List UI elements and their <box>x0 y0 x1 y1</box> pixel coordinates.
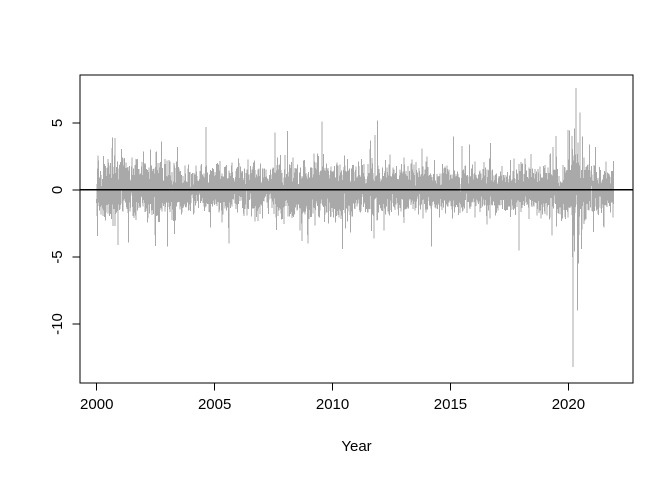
x-axis-ticks: 2000 2005 2010 2015 2020 <box>80 383 585 413</box>
series-path <box>96 88 615 367</box>
x-axis-title: Year <box>341 438 371 455</box>
x-tick-label: 2010 <box>316 396 349 413</box>
plot-box <box>79 74 634 384</box>
x-tick-label: 2005 <box>198 396 231 413</box>
y-tick-label: -10 <box>49 313 66 335</box>
y-tick-label: 0 <box>49 186 66 194</box>
y-tick-label: 5 <box>49 119 66 127</box>
y-tick-label: -5 <box>49 250 66 263</box>
y-axis-ticks: -10 -5 0 5 <box>49 119 80 335</box>
x-tick-label: 2020 <box>552 396 585 413</box>
x-tick-label: 2000 <box>80 396 113 413</box>
x-tick-label: 2015 <box>434 396 467 413</box>
